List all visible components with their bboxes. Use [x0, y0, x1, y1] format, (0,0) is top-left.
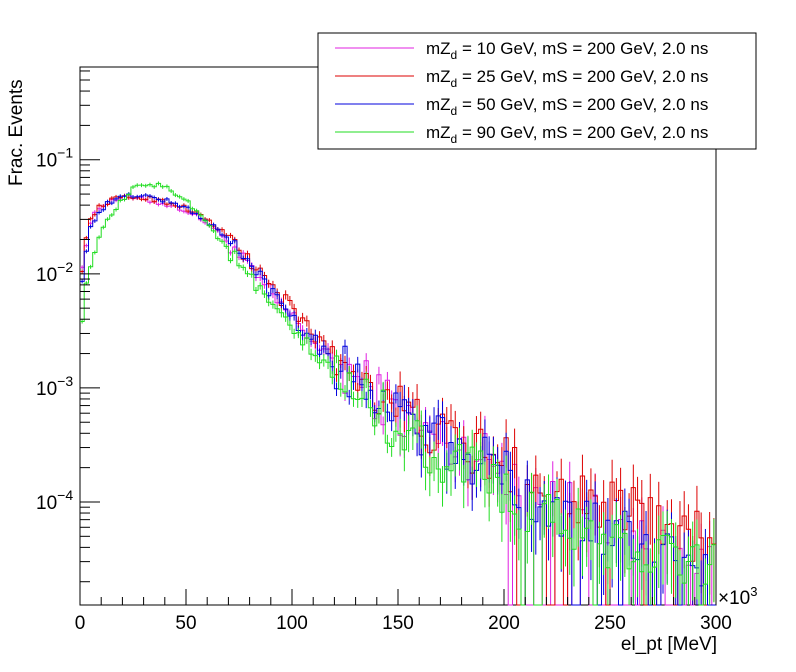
legend-entry: mZd = 10 GeV, mS = 200 GeV, 2.0 ns	[335, 39, 708, 62]
legend-entry: mZd = 50 GeV, mS = 200 GeV, 2.0 ns	[335, 95, 708, 118]
legend: mZd = 10 GeV, mS = 200 GeV, 2.0 ns mZd =…	[317, 32, 757, 150]
legend-label-1: mZd = 25 GeV, mS = 200 GeV, 2.0 ns	[426, 67, 708, 90]
legend-box	[317, 32, 757, 150]
y-tick-label: 10−3	[36, 373, 73, 400]
legend-label-3: mZd = 90 GeV, mS = 200 GeV, 2.0 ns	[426, 123, 708, 146]
y-tick-label: 10−1	[36, 145, 73, 172]
x-tick-label: 300	[700, 613, 732, 634]
y-tick-label: 10−2	[36, 259, 73, 286]
series-3	[80, 181, 716, 606]
x-tick-label: 100	[276, 613, 308, 634]
x-axis-title: el_pt [MeV]	[621, 634, 717, 655]
x-tick-label: 150	[382, 613, 414, 634]
legend-entry: mZd = 90 GeV, mS = 200 GeV, 2.0 ns	[335, 123, 708, 146]
legend-entry: mZd = 25 GeV, mS = 200 GeV, 2.0 ns	[335, 67, 708, 90]
series-line	[80, 193, 716, 606]
x-tick-label: 200	[488, 613, 520, 634]
y-tick-label: 10−4	[36, 487, 73, 514]
x-tick-label: 250	[594, 613, 626, 634]
x-tick-label: 0	[75, 613, 86, 634]
y-axis-title: Frac. Events	[6, 79, 27, 186]
series-line	[80, 182, 716, 606]
legend-label-2: mZd = 50 GeV, mS = 200 GeV, 2.0 ns	[426, 95, 708, 118]
series-layer	[80, 181, 716, 606]
x-axis-exponent: ×103	[718, 584, 757, 609]
x-tick-label: 50	[175, 613, 196, 634]
legend-label-0: mZd = 10 GeV, mS = 200 GeV, 2.0 ns	[426, 39, 708, 62]
axis-layer: 0 50 100 150 200 250 300 10−1 10−2 10−3 10−4	[36, 70, 732, 634]
x-axis-exponent-power: 3	[750, 584, 757, 599]
